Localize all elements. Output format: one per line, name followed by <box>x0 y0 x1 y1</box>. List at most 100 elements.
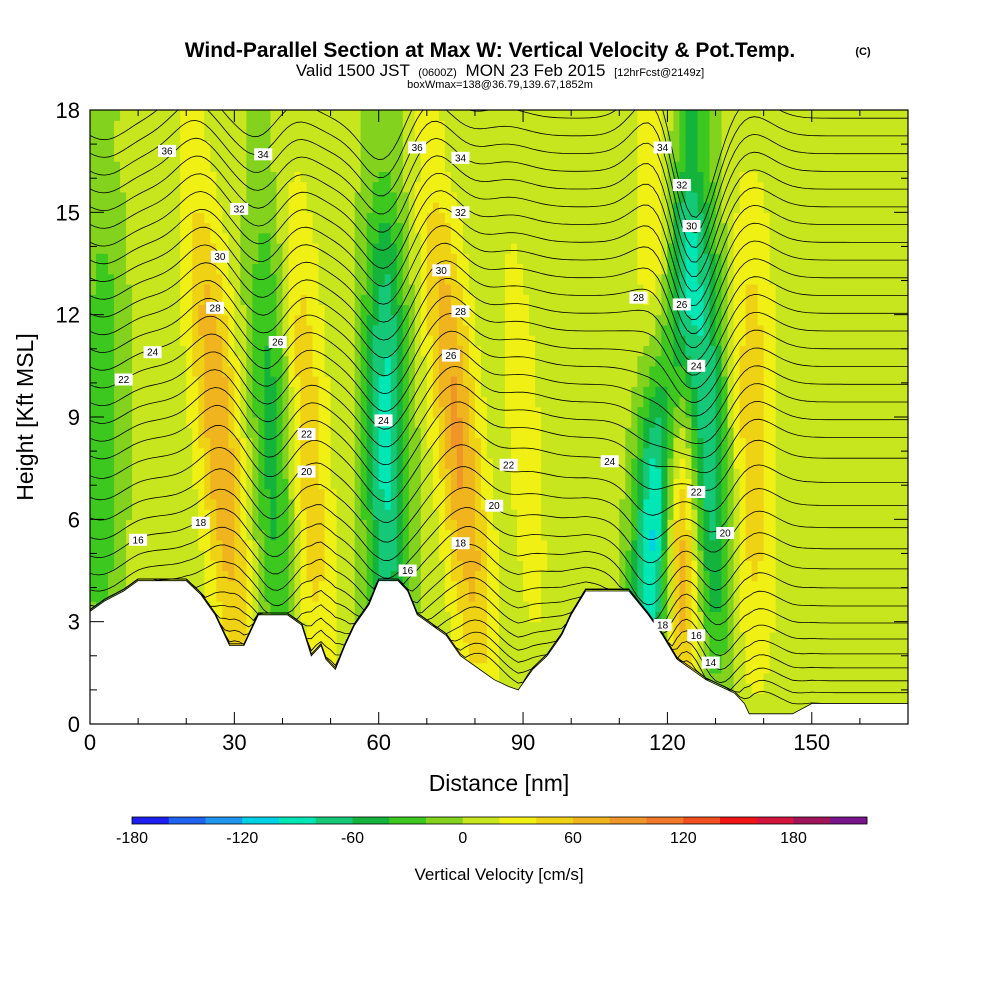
velocity-cell <box>228 191 235 203</box>
velocity-cell <box>120 273 127 285</box>
velocity-cell <box>162 243 169 254</box>
velocity-cell <box>396 222 404 234</box>
velocity-cell <box>577 263 584 275</box>
velocity-cell <box>312 570 320 582</box>
velocity-cell <box>468 488 476 500</box>
velocity-cell <box>282 273 290 285</box>
velocity-cell <box>414 181 422 193</box>
velocity-cell <box>432 447 440 459</box>
velocity-cell <box>505 120 512 132</box>
velocity-cell <box>577 222 584 234</box>
velocity-cell <box>360 365 368 377</box>
velocity-cell <box>414 335 422 346</box>
velocity-cell <box>348 202 356 213</box>
velocity-cell <box>264 355 272 367</box>
velocity-cell <box>547 447 554 459</box>
velocity-cell <box>571 376 578 387</box>
velocity-cell <box>571 560 578 572</box>
velocity-cell <box>420 376 428 387</box>
velocity-cell <box>192 243 199 254</box>
velocity-cell <box>258 498 266 510</box>
velocity-cell <box>583 191 590 203</box>
velocity-cell <box>468 253 476 265</box>
velocity-cell <box>300 478 308 490</box>
velocity-cell <box>258 335 266 346</box>
velocity-cell <box>517 273 524 285</box>
velocity-cell <box>408 406 416 418</box>
velocity-cell <box>348 376 356 387</box>
velocity-cell <box>228 161 235 172</box>
velocity-cell <box>360 601 368 613</box>
velocity-cell <box>559 140 566 152</box>
velocity-cell <box>174 171 181 183</box>
velocity-cell <box>480 427 488 439</box>
velocity-cell <box>348 498 356 510</box>
velocity-cell <box>342 386 350 398</box>
velocity-cell <box>426 232 434 244</box>
velocity-cell <box>132 355 139 367</box>
velocity-cell <box>559 478 566 490</box>
velocity-cell <box>408 212 416 224</box>
velocity-cell <box>499 447 506 459</box>
velocity-cell <box>216 324 223 336</box>
velocity-cell <box>486 652 494 664</box>
velocity-cell <box>330 621 338 633</box>
velocity-cell <box>414 468 422 479</box>
velocity-cell <box>432 253 440 265</box>
velocity-cell <box>324 406 332 418</box>
velocity-cell <box>354 580 362 592</box>
velocity-cell <box>402 478 410 490</box>
velocity-cell <box>456 519 464 531</box>
velocity-cell <box>583 447 590 459</box>
velocity-cell <box>577 560 584 572</box>
velocity-cell <box>336 621 344 633</box>
velocity-cell <box>246 550 253 561</box>
velocity-cell <box>306 253 314 265</box>
velocity-cell <box>96 314 103 326</box>
velocity-cell <box>168 181 175 193</box>
velocity-cell <box>511 376 518 387</box>
velocity-cell <box>492 283 500 295</box>
velocity-cell <box>96 232 103 244</box>
velocity-cell <box>186 427 193 439</box>
velocity-cell <box>282 519 290 531</box>
velocity-cell <box>390 283 398 295</box>
velocity-cell <box>384 447 392 459</box>
velocity-cell <box>258 488 266 500</box>
velocity-cell <box>318 253 326 265</box>
velocity-cell <box>240 253 247 265</box>
velocity-cell <box>432 580 440 592</box>
velocity-cell <box>492 243 500 254</box>
velocity-cell <box>390 232 398 244</box>
velocity-cell <box>432 498 440 510</box>
velocity-cell <box>468 202 476 213</box>
velocity-cell <box>186 437 193 449</box>
velocity-cell <box>420 191 428 203</box>
velocity-cell <box>396 498 404 510</box>
velocity-cell <box>336 365 344 377</box>
velocity-cell <box>372 519 380 531</box>
velocity-cell <box>402 263 410 275</box>
velocity-cell <box>210 110 217 121</box>
velocity-cell <box>108 376 115 387</box>
velocity-cell <box>240 171 247 183</box>
velocity-cell <box>282 202 290 213</box>
velocity-cell <box>541 140 548 152</box>
velocity-cell <box>438 212 446 224</box>
velocity-cell <box>324 171 332 183</box>
velocity-cell <box>186 447 193 459</box>
velocity-cell <box>547 488 554 500</box>
velocity-cell <box>426 130 434 142</box>
velocity-cell <box>138 110 145 121</box>
velocity-cell <box>138 488 145 500</box>
velocity-cell <box>294 519 302 531</box>
velocity-cell <box>144 324 151 336</box>
velocity-cell <box>390 406 398 418</box>
velocity-cell <box>396 232 404 244</box>
velocity-cell <box>174 570 181 582</box>
velocity-cell <box>505 263 512 275</box>
velocity-cell <box>396 110 404 121</box>
velocity-cell <box>342 335 350 346</box>
velocity-cell <box>553 243 560 254</box>
velocity-cell <box>450 222 458 234</box>
